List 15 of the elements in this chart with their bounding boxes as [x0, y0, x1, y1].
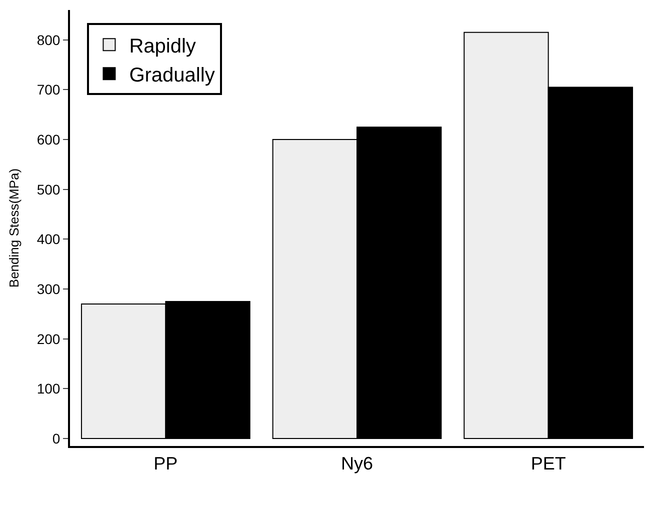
x-tick-label: PET [530, 454, 566, 474]
y-tick-label: 600 [36, 131, 60, 148]
x-tick-label: Ny6 [340, 454, 374, 474]
y-tick-label: 300 [36, 280, 60, 297]
y-tick-label: 100 [36, 380, 60, 397]
y-tick-label: 0 [52, 430, 60, 446]
y-tick-label: 200 [36, 330, 60, 347]
y-tick-label: 400 [36, 231, 60, 248]
x-tick-label: PP [154, 454, 178, 474]
y-tick-label: 700 [36, 82, 60, 98]
legend-label: Rapidly [129, 35, 196, 58]
y-axis-title: Bending Stess(MPa) [6, 168, 22, 288]
y-tick-label: 500 [36, 181, 60, 198]
legend-label: Gradually [129, 64, 215, 86]
y-tick-label: 800 [36, 32, 60, 48]
